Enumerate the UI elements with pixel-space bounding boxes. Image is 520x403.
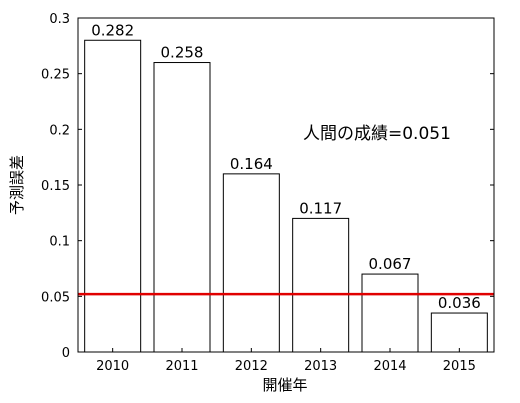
- y-tick-label: 0.15: [41, 179, 70, 194]
- bar-2012: [222, 173, 280, 353]
- x-tick-label-2014: 2014: [373, 359, 406, 374]
- y-tick-label: 0.2: [49, 123, 70, 138]
- bar-2010: [84, 39, 142, 353]
- data-label-2014: 0.067: [369, 255, 412, 273]
- bar-2013: [292, 217, 350, 353]
- data-label-2015: 0.036: [438, 294, 481, 312]
- y-tick-label: 0.1: [49, 235, 70, 250]
- bar-2014: [361, 273, 419, 353]
- x-tick-label-2013: 2013: [304, 359, 337, 374]
- data-labels-group: 0.282 0.258 0.164 0.117 0.067 0.036: [91, 21, 481, 312]
- y-tick-label: 0.05: [41, 290, 70, 305]
- data-label-2010: 0.282: [91, 21, 134, 39]
- bar-2011: [153, 62, 211, 353]
- data-label-2011: 0.258: [161, 44, 204, 62]
- x-ticks-group: 2010 2011 2012 2013 2014 2015: [96, 348, 476, 374]
- data-label-2012: 0.164: [230, 155, 273, 173]
- human-score-annotation: 人間の成績=0.051: [303, 124, 451, 144]
- y-tick-label: 0.25: [41, 68, 70, 83]
- x-tick-label-2010: 2010: [96, 359, 129, 374]
- x-tick-label-2011: 2011: [165, 359, 198, 374]
- bars-group: [84, 39, 488, 353]
- y-axis-title: 予測誤差: [8, 155, 26, 215]
- y-tick-label: 0: [62, 346, 70, 361]
- y-tick-label: 0.3: [49, 12, 70, 27]
- bar-2015: [430, 312, 488, 353]
- data-label-2013: 0.117: [299, 199, 342, 217]
- y-ticks-group: 0 0.05 0.1 0.15 0.2 0.25 0.3: [41, 12, 494, 361]
- x-axis-title: 開催年: [262, 376, 307, 394]
- x-tick-label-2012: 2012: [235, 359, 268, 374]
- x-tick-label-2015: 2015: [443, 359, 476, 374]
